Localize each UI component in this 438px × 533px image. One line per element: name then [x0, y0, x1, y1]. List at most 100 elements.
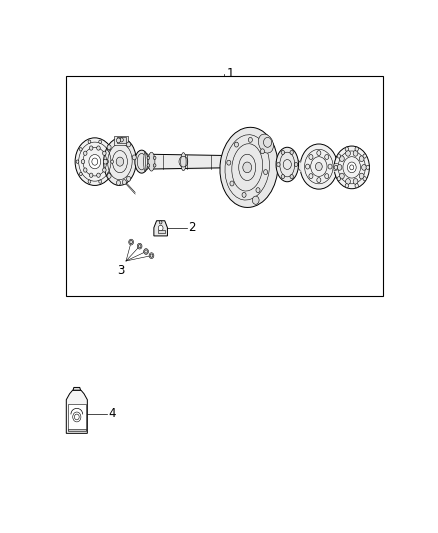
Ellipse shape [148, 152, 155, 171]
Circle shape [107, 174, 111, 179]
Bar [66, 76, 383, 296]
Circle shape [317, 177, 321, 183]
Circle shape [242, 192, 246, 197]
Bar [68, 429, 86, 431]
Circle shape [325, 155, 329, 159]
Circle shape [129, 239, 134, 245]
Circle shape [339, 156, 344, 161]
Circle shape [111, 160, 113, 163]
Circle shape [256, 188, 260, 192]
Circle shape [337, 154, 341, 158]
Circle shape [290, 150, 293, 155]
Circle shape [153, 156, 156, 159]
Circle shape [366, 165, 369, 169]
Text: 1: 1 [226, 67, 233, 80]
Circle shape [359, 156, 364, 161]
Circle shape [79, 148, 82, 151]
Ellipse shape [258, 134, 273, 153]
Circle shape [107, 145, 111, 150]
Circle shape [300, 144, 338, 189]
Ellipse shape [276, 147, 298, 182]
Circle shape [116, 157, 124, 166]
Circle shape [149, 253, 154, 259]
Circle shape [345, 147, 349, 151]
Circle shape [359, 173, 364, 179]
Ellipse shape [181, 152, 186, 171]
Circle shape [88, 180, 91, 183]
Circle shape [309, 155, 313, 159]
Circle shape [81, 159, 85, 164]
Circle shape [117, 180, 120, 185]
Circle shape [328, 164, 332, 169]
Ellipse shape [135, 150, 148, 173]
Circle shape [334, 165, 338, 169]
Polygon shape [154, 221, 167, 236]
Circle shape [363, 154, 366, 158]
Circle shape [306, 164, 310, 169]
Circle shape [137, 243, 142, 249]
Circle shape [264, 169, 268, 175]
Circle shape [144, 248, 148, 254]
Circle shape [147, 164, 150, 167]
Circle shape [337, 176, 341, 181]
Polygon shape [73, 387, 81, 390]
Ellipse shape [145, 154, 148, 170]
Circle shape [79, 172, 82, 175]
Bar [117, 138, 126, 143]
Circle shape [252, 196, 259, 204]
Circle shape [153, 164, 156, 167]
Circle shape [355, 147, 358, 151]
Circle shape [347, 162, 356, 173]
Ellipse shape [151, 157, 154, 166]
Circle shape [89, 146, 93, 150]
Ellipse shape [220, 127, 278, 207]
Ellipse shape [144, 152, 146, 171]
Circle shape [315, 163, 322, 171]
Circle shape [281, 150, 285, 155]
Circle shape [362, 165, 366, 170]
Circle shape [317, 150, 321, 156]
Circle shape [97, 146, 100, 150]
Circle shape [122, 180, 127, 184]
Circle shape [127, 142, 131, 147]
Circle shape [294, 163, 298, 166]
Circle shape [309, 174, 313, 179]
Circle shape [346, 179, 350, 184]
Circle shape [353, 179, 358, 184]
Circle shape [345, 184, 349, 188]
Circle shape [105, 159, 108, 164]
Circle shape [325, 174, 329, 179]
Bar [68, 404, 86, 430]
Circle shape [84, 151, 87, 156]
Circle shape [243, 162, 251, 173]
Circle shape [89, 173, 93, 177]
Circle shape [99, 140, 102, 143]
Circle shape [117, 138, 120, 143]
Circle shape [339, 173, 344, 179]
Circle shape [230, 181, 234, 186]
Circle shape [277, 163, 280, 166]
Circle shape [281, 174, 285, 179]
Circle shape [75, 138, 114, 185]
Circle shape [261, 149, 265, 154]
Circle shape [84, 168, 87, 172]
Circle shape [334, 146, 369, 189]
Text: 3: 3 [117, 264, 125, 277]
Circle shape [107, 148, 110, 151]
Ellipse shape [148, 155, 150, 168]
Circle shape [76, 160, 79, 163]
Circle shape [147, 156, 150, 159]
Circle shape [227, 160, 231, 165]
Circle shape [346, 150, 350, 156]
Circle shape [88, 140, 91, 143]
Circle shape [159, 221, 162, 224]
Circle shape [363, 176, 366, 181]
Circle shape [234, 142, 238, 147]
Circle shape [102, 168, 106, 172]
Ellipse shape [104, 138, 136, 185]
Text: 4: 4 [108, 407, 116, 421]
Circle shape [290, 174, 293, 179]
Circle shape [158, 225, 163, 231]
Circle shape [353, 150, 358, 156]
Text: 2: 2 [188, 221, 196, 234]
